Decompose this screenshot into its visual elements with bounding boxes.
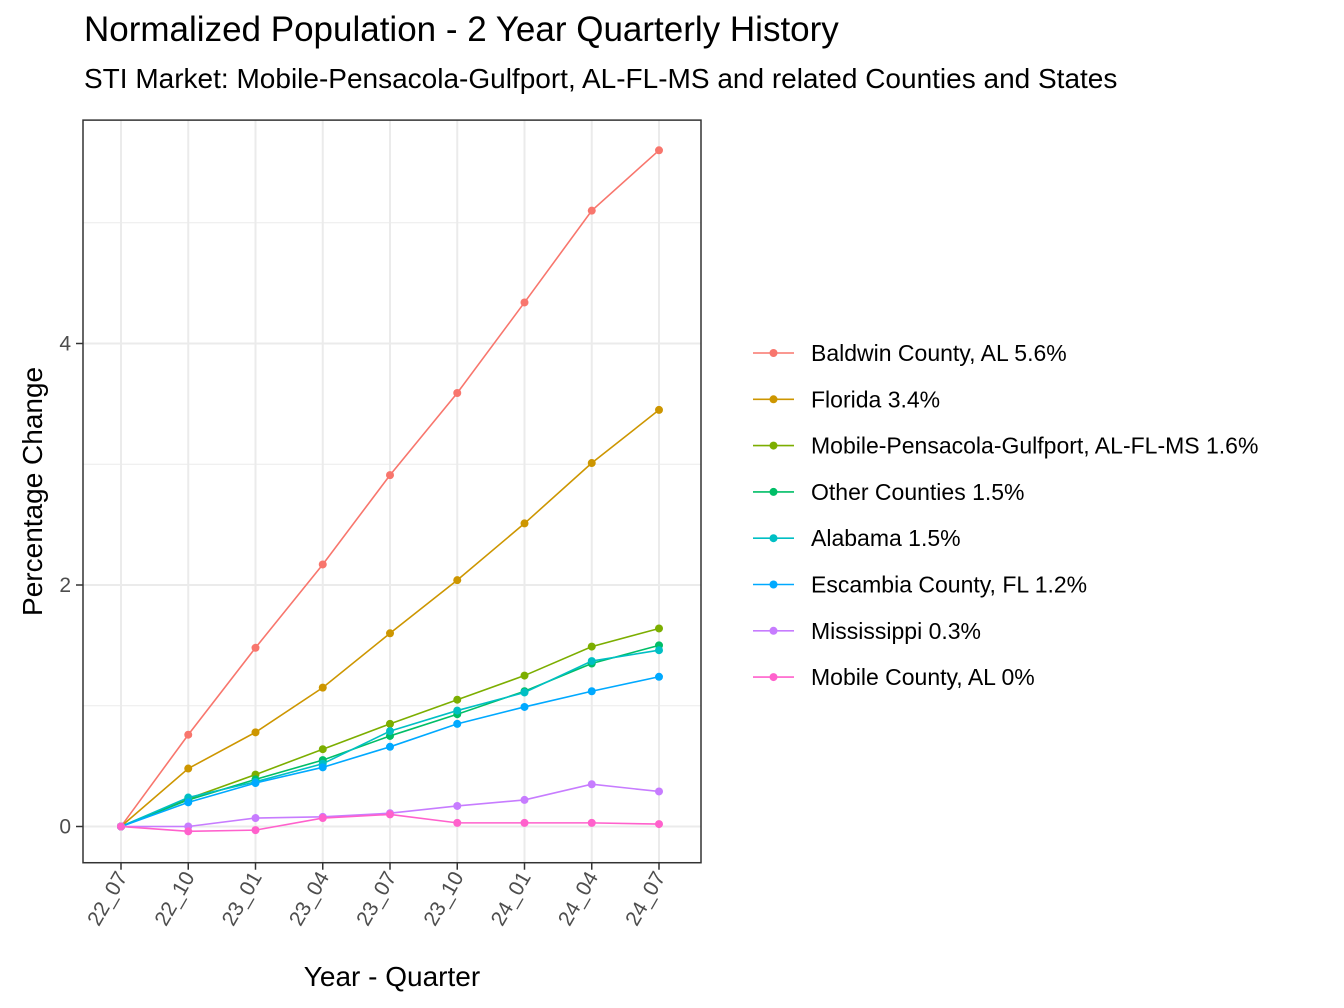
data-point [386, 629, 394, 638]
data-point [117, 822, 125, 831]
data-point [184, 730, 193, 739]
x-tick-label: 23_07 [352, 868, 401, 930]
data-point [655, 646, 663, 655]
legend-item: Baldwin County, AL 5.6% [753, 340, 1067, 366]
data-point [386, 727, 394, 736]
x-tick-label: 23_10 [419, 868, 468, 930]
legend-key-point [769, 395, 778, 404]
data-point [386, 810, 394, 819]
legend-label: Mobile County, AL 0% [811, 664, 1035, 690]
y-tick-label: 0 [59, 816, 71, 839]
series-points [117, 146, 663, 836]
data-point [587, 780, 596, 789]
data-point [251, 728, 260, 737]
legend-label: Mobile-Pensacola-Gulfport, AL-FL-MS 1.6% [811, 433, 1258, 459]
data-point [386, 742, 394, 751]
legend-key-point [769, 349, 778, 357]
data-point [318, 763, 327, 772]
data-point [318, 814, 327, 823]
data-point [655, 672, 663, 681]
y-tick-label: 2 [59, 574, 71, 597]
x-tick-label: 24_01 [487, 868, 536, 930]
legend: Baldwin County, AL 5.6% Florida 3.4% Mobil… [753, 340, 1258, 690]
data-point [520, 298, 529, 307]
data-point [453, 818, 462, 827]
data-point [453, 719, 462, 728]
data-point [587, 818, 596, 827]
legend-key-point [769, 487, 778, 496]
legend-key-point [769, 626, 778, 635]
x-tick-label: 24_04 [554, 867, 603, 929]
data-point [318, 745, 327, 754]
chart-title: Normalized Population - 2 Year Quarterly… [84, 10, 839, 49]
data-point [184, 827, 193, 836]
data-point [386, 471, 394, 480]
legend-item: Escambia County, FL 1.2% [753, 572, 1087, 598]
chart-subtitle: STI Market: Mobile-Pensacola-Gulfport, A… [84, 63, 1118, 94]
legend-label: Florida 3.4% [811, 386, 940, 412]
x-tick-label: 22_07 [83, 868, 132, 930]
x-tick-label: 23_04 [285, 867, 334, 929]
data-point [520, 671, 529, 680]
legend-label: Alabama 1.5% [811, 525, 961, 551]
y-axis-title: Percentage Change [17, 367, 48, 616]
x-tick-label: 22_10 [150, 868, 199, 930]
data-point [184, 798, 193, 807]
data-point [587, 642, 596, 651]
data-point [318, 683, 327, 692]
data-point [587, 206, 596, 215]
data-point [251, 814, 260, 823]
x-tick-label: 23_01 [218, 868, 267, 930]
data-point [251, 826, 260, 835]
data-point [655, 624, 663, 633]
data-point [587, 687, 596, 696]
data-point [587, 657, 596, 666]
data-point [453, 801, 462, 810]
data-point [318, 560, 327, 569]
data-point [184, 764, 193, 773]
y-tick-label: 4 [59, 333, 71, 356]
data-point [520, 795, 529, 804]
legend-item: Alabama 1.5% [753, 525, 961, 551]
data-point [251, 643, 260, 652]
legend-key-point [769, 441, 778, 450]
data-point [655, 405, 663, 414]
data-point [251, 779, 260, 788]
data-point [453, 706, 462, 715]
data-point [453, 695, 462, 704]
legend-label: Baldwin County, AL 5.6% [811, 340, 1067, 366]
x-tick-label: 24_07 [621, 868, 670, 930]
legend-label: Escambia County, FL 1.2% [811, 572, 1087, 598]
legend-label: Other Counties 1.5% [811, 479, 1025, 505]
plot-panel-border [82, 119, 702, 864]
legend-item: Other Counties 1.5% [753, 479, 1025, 505]
data-point [453, 389, 462, 398]
data-point [655, 146, 663, 155]
data-point [587, 459, 596, 468]
data-point [520, 688, 529, 697]
legend-item: Mississippi 0.3% [753, 618, 981, 644]
legend-key-point [769, 673, 778, 682]
legend-key-point [769, 580, 778, 589]
data-point [453, 576, 462, 585]
x-axis-title: Year - Quarter [304, 961, 480, 992]
legend-key-point [769, 534, 778, 543]
data-point [520, 702, 529, 711]
data-point [520, 818, 529, 827]
legend-item: Florida 3.4% [753, 386, 940, 412]
legend-label: Mississippi 0.3% [811, 618, 981, 644]
legend-item: Mobile-Pensacola-Gulfport, AL-FL-MS 1.6% [753, 433, 1258, 459]
data-point [386, 719, 394, 728]
data-point [655, 820, 663, 829]
data-point [655, 787, 663, 796]
legend-item: Mobile County, AL 0% [753, 664, 1035, 690]
data-point [520, 519, 529, 528]
